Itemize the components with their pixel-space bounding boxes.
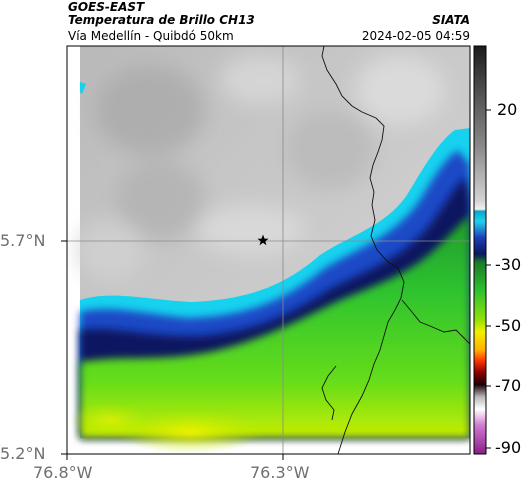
colorbar-label: -50 <box>495 316 522 335</box>
agency-label: SIATA <box>432 13 470 27</box>
cyan-fleck <box>80 82 86 94</box>
imagery-layer <box>67 46 470 454</box>
department-border-east <box>401 299 470 345</box>
xtick-label: 76.3°W <box>250 463 310 482</box>
department-border-south <box>321 365 337 421</box>
region-subtitle: Vía Medellín - Quibdó 50km <box>68 29 234 43</box>
satellite-title: GOES-EAST <box>68 0 145 14</box>
datetime-label: 2024-02-05 04:59 <box>361 29 470 43</box>
ytick-label: 5.7°N <box>0 231 46 250</box>
station-star-icon <box>257 234 269 246</box>
colorbar-label: -30 <box>495 255 522 274</box>
xtick-label: 76.8°W <box>33 463 93 482</box>
warm-spot-yellow <box>115 410 265 454</box>
colorbar-label: -90 <box>495 438 522 457</box>
warm-spot-yellow-west <box>70 402 150 438</box>
warm-surface-green <box>80 215 470 438</box>
colorbar-label: -70 <box>495 376 522 395</box>
ytick-label: 5.2°N <box>0 444 46 463</box>
map-frame <box>66 45 471 455</box>
product-title: Temperatura de Brillo CH13 <box>68 13 255 27</box>
colorbar-ticks <box>486 109 491 449</box>
department-border-main <box>321 46 405 454</box>
colorbar <box>473 45 487 455</box>
cloud-texture <box>75 55 445 280</box>
colorbar-label: 20 <box>497 100 518 119</box>
